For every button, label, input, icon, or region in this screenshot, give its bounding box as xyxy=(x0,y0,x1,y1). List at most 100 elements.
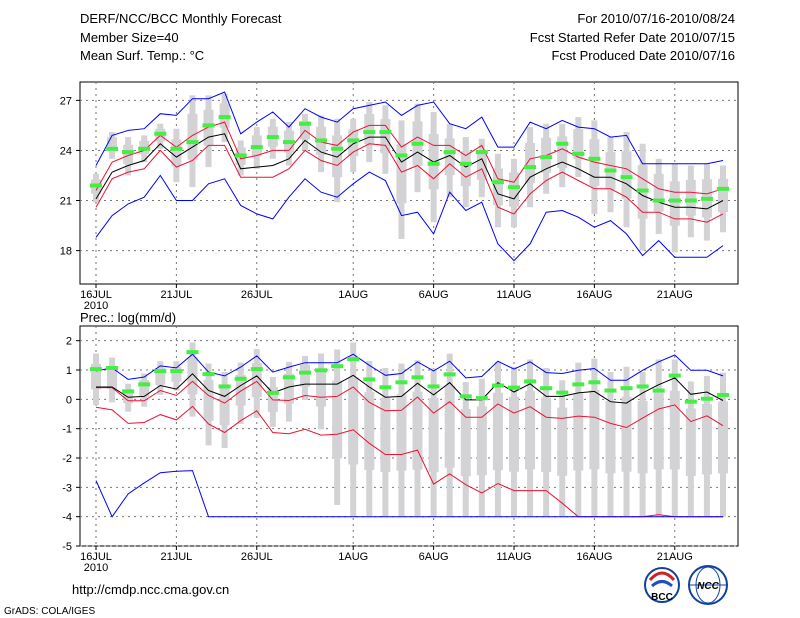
spread-box xyxy=(203,379,214,421)
median-mark xyxy=(700,196,713,201)
median-mark xyxy=(363,377,376,382)
median-mark xyxy=(218,115,231,120)
median-mark xyxy=(540,386,553,391)
bcc-logo: BCC xyxy=(644,567,680,603)
spread-box xyxy=(380,397,391,473)
median-mark xyxy=(170,369,183,374)
spread-box xyxy=(718,401,728,474)
median-mark xyxy=(122,150,135,155)
median-mark xyxy=(106,146,119,151)
spread-box xyxy=(573,393,584,471)
spread-box xyxy=(525,390,536,470)
median-mark xyxy=(282,375,295,380)
y-tick-label: -3 xyxy=(62,482,72,494)
spread-box xyxy=(476,150,487,180)
spread-box xyxy=(701,404,712,475)
median-mark xyxy=(524,379,537,384)
median-mark xyxy=(475,150,488,155)
spread-box xyxy=(621,151,632,199)
spread-box xyxy=(525,143,536,184)
median-mark xyxy=(443,372,456,377)
median-mark xyxy=(299,370,311,375)
median-mark xyxy=(508,385,520,390)
median-mark xyxy=(202,123,215,128)
series-line-max xyxy=(95,353,724,381)
bcc-logo-text: BCC xyxy=(651,592,673,603)
temperature-panel: 18 21 24 27 16JUL 21JUL 26JUL 1AUG 6AUG 11AUG 16AU… xyxy=(60,81,739,312)
y-tick-label: 0 xyxy=(66,394,72,406)
y-tick-label: -1 xyxy=(62,424,72,436)
median-mark xyxy=(379,130,392,135)
spread-box xyxy=(348,377,359,465)
spread-box xyxy=(316,368,327,407)
median-mark xyxy=(443,150,456,155)
median-mark xyxy=(138,146,151,151)
median-mark xyxy=(636,384,649,389)
median-mark xyxy=(491,383,504,388)
spread-box xyxy=(396,394,407,471)
spread-box xyxy=(621,396,632,472)
spread-box xyxy=(460,408,471,477)
spread-box xyxy=(123,389,134,404)
header-produced-date: Fcst Produced Date 2010/07/16 xyxy=(551,48,735,63)
header-member-size: Member Size=40 xyxy=(80,30,179,45)
y-tick-label: -5 xyxy=(62,541,72,553)
median-mark xyxy=(154,131,167,136)
precipitation-panel: -5 -4 -3 -2 -1 0 1 2 16JUL 21JUL 26JUL 1AUG 6AUG 11AU… xyxy=(62,325,739,574)
series-line-min xyxy=(95,470,723,518)
spread-box xyxy=(492,392,503,471)
spread-box xyxy=(460,151,471,187)
spread-box xyxy=(685,408,696,477)
median-mark xyxy=(122,389,135,394)
spread-box xyxy=(412,391,423,470)
median-mark xyxy=(250,145,263,150)
spread-box xyxy=(476,406,487,476)
spread-box xyxy=(235,374,246,406)
median-mark xyxy=(636,188,649,193)
median-mark xyxy=(218,384,231,389)
x-year-label: 2010 xyxy=(84,300,108,312)
spread-box xyxy=(123,144,134,164)
x-tick-label: 26JUL xyxy=(241,551,273,563)
header-variable: Mean Surf. Temp.: °C xyxy=(80,48,204,63)
median-mark xyxy=(652,388,665,393)
spread-box xyxy=(219,387,230,426)
spread-box xyxy=(557,407,568,476)
median-mark xyxy=(427,384,440,389)
median-mark xyxy=(717,392,729,397)
spread-box xyxy=(653,173,664,212)
spread-box xyxy=(653,390,664,470)
median-mark xyxy=(347,138,360,143)
x-tick-label: 11AUG xyxy=(496,289,531,301)
spread-box xyxy=(605,400,616,474)
header-period: For 2010/07/16-2010/08/24 xyxy=(577,11,735,26)
series-line-mean xyxy=(95,133,724,210)
median-mark xyxy=(459,394,472,399)
spread-box xyxy=(332,135,343,178)
x-tick-label: 16JUL xyxy=(80,551,112,563)
x-year-label: 2010 xyxy=(84,562,108,574)
median-mark xyxy=(379,385,392,390)
spread-box xyxy=(589,390,600,470)
spread-box xyxy=(107,366,118,389)
spread-box xyxy=(155,367,166,385)
median-mark xyxy=(588,380,601,385)
x-tick-label: 26JUL xyxy=(241,289,273,301)
median-mark xyxy=(331,146,344,151)
x-tick-label: 16JUL xyxy=(80,289,112,301)
spread-box xyxy=(541,397,552,473)
spread-box xyxy=(492,168,503,206)
x-tick-label: 16AUG xyxy=(576,289,612,301)
spread-box xyxy=(428,398,439,473)
spread-box xyxy=(573,129,584,160)
footer-url[interactable]: http://cmdp.ncc.cma.gov.cn xyxy=(72,582,229,597)
spread-box xyxy=(669,390,680,470)
spread-box xyxy=(300,364,310,387)
spread-box xyxy=(364,114,375,145)
median-mark xyxy=(475,396,488,401)
series-line-max xyxy=(95,91,724,166)
spread-box xyxy=(444,138,455,176)
spread-box xyxy=(283,373,294,404)
median-mark xyxy=(668,198,681,203)
median-mark xyxy=(620,386,633,391)
